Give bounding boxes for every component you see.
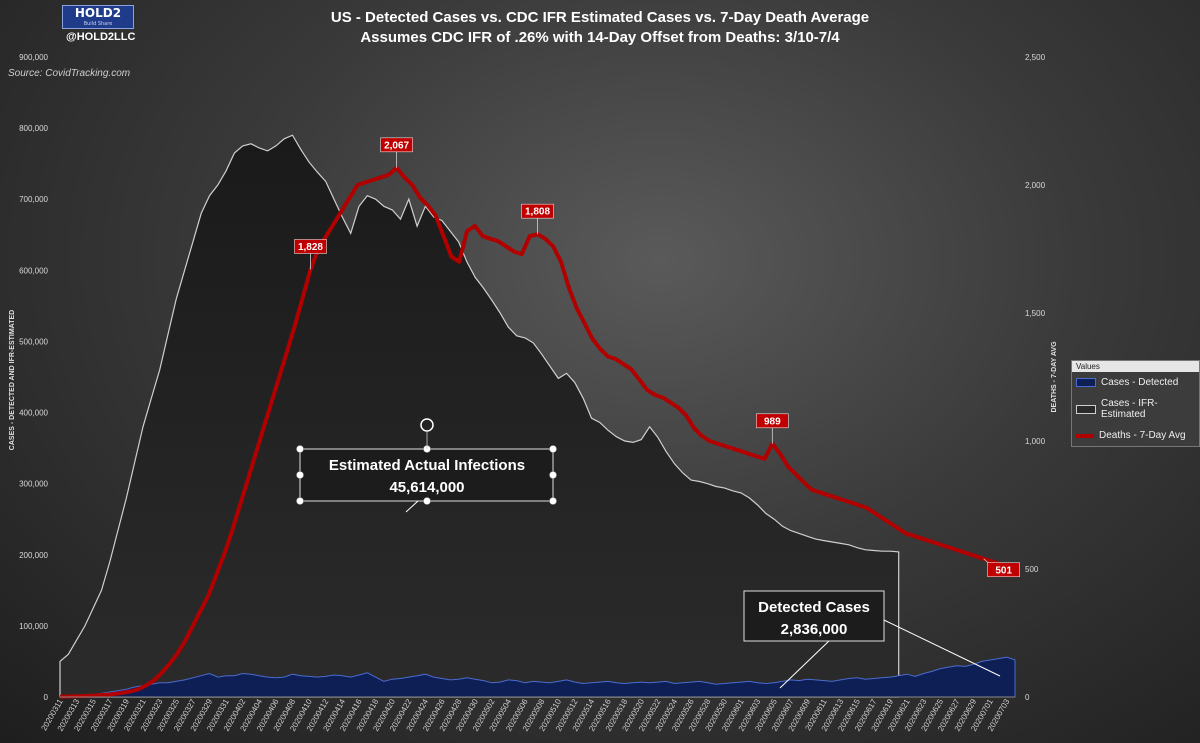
annotation-label: 1,828	[298, 242, 323, 253]
y-left-tick-label: 700,000	[19, 195, 48, 204]
logo-text: HOLD2	[74, 6, 122, 20]
selection-handle	[549, 445, 557, 453]
annotation-box	[521, 203, 554, 219]
annotation-box	[756, 413, 789, 429]
legend-swatch-deaths	[1076, 433, 1094, 438]
y-right-tick-label: 0	[1025, 693, 1030, 702]
selection-handle	[549, 471, 557, 479]
annotation-label: 2,067	[384, 140, 409, 151]
chart-title-block: US - Detected Cases vs. CDC IFR Estimate…	[240, 8, 960, 48]
y-right-tick-label: 2,000	[1025, 181, 1046, 190]
y-left-tick-label: 100,000	[19, 622, 48, 631]
selection-handle	[423, 497, 431, 505]
y-left-axis-title: CASES - DETECTED AND IFR-ESTIMATED	[9, 310, 16, 450]
ifr-estimated-area	[59, 134, 900, 698]
legend-swatch-ifr	[1076, 404, 1096, 414]
logo-tagline: Build Share	[83, 21, 113, 27]
legend: Values Cases - Detected Cases - IFR-Esti…	[1071, 360, 1200, 447]
estimated-callout-arrow	[405, 500, 419, 513]
selection-handle	[296, 471, 304, 479]
y-left-tick-label: 0	[44, 693, 49, 702]
y-left-tick-label: 200,000	[19, 551, 48, 560]
annotation-box	[987, 562, 1020, 578]
detected-callout-line2: 2,836,000	[781, 621, 848, 638]
legend-swatch-detected	[1076, 378, 1096, 387]
detected-callout-arrow	[883, 619, 1001, 677]
deaths-7day-line	[59, 165, 1016, 699]
selection-handle	[296, 497, 304, 505]
detected-callout-box	[743, 590, 885, 642]
annotation-label: 989	[764, 416, 781, 427]
y-right-tick-label: 1,500	[1025, 309, 1046, 318]
legend-item-detected: Cases - Detected	[1072, 372, 1199, 393]
y-right-tick-label: 500	[1025, 565, 1039, 574]
detected-cases-area	[59, 656, 1016, 698]
annotation-label: 501	[995, 565, 1012, 576]
annotation-box	[294, 239, 327, 254]
annotation-box	[380, 137, 413, 153]
detected-callout-line1: Detected Cases	[758, 599, 870, 616]
y-left-tick-label: 500,000	[19, 337, 48, 346]
legend-item-deaths: Deaths - 7-Day Avg	[1072, 425, 1199, 446]
estimated-callout-box	[299, 448, 554, 502]
y-left-tick-label: 400,000	[19, 409, 48, 418]
y-right-tick-label: 1,000	[1025, 437, 1046, 446]
legend-heading: Values	[1072, 361, 1199, 372]
selection-handle	[549, 497, 557, 505]
hold2-logo: HOLD2 Build Share	[62, 5, 134, 29]
y-right-axis-title: DEATHS - 7-DAY AVG	[1051, 341, 1058, 413]
detected-callout-arrow	[779, 639, 831, 689]
estimated-callout-line2: 45,614,000	[389, 479, 464, 496]
handle-label: @HOLD2LLC	[66, 31, 136, 43]
y-left-tick-label: 600,000	[19, 266, 48, 275]
estimated-callout-line1: Estimated Actual Infections	[329, 457, 525, 474]
legend-label-detected: Cases - Detected	[1101, 377, 1179, 388]
y-left-tick-label: 300,000	[19, 480, 48, 489]
legend-label-deaths: Deaths - 7-Day Avg	[1099, 430, 1186, 441]
chart-title: US - Detected Cases vs. CDC IFR Estimate…	[330, 9, 870, 26]
y-left-tick-label: 800,000	[19, 124, 48, 133]
annotation-label: 1,808	[525, 207, 550, 218]
legend-item-ifr: Cases - IFR-Estimated	[1072, 393, 1199, 425]
y-right-tick-label: 2,500	[1025, 53, 1046, 62]
legend-label-ifr: Cases - IFR-Estimated	[1101, 398, 1158, 420]
chart-subtitle: Assumes CDC IFR of .26% with 14-Day Offs…	[360, 29, 840, 46]
y-left-tick-label: 900,000	[19, 53, 48, 62]
source-note: Source: CovidTracking.com	[8, 68, 131, 79]
selection-handle	[296, 445, 304, 453]
